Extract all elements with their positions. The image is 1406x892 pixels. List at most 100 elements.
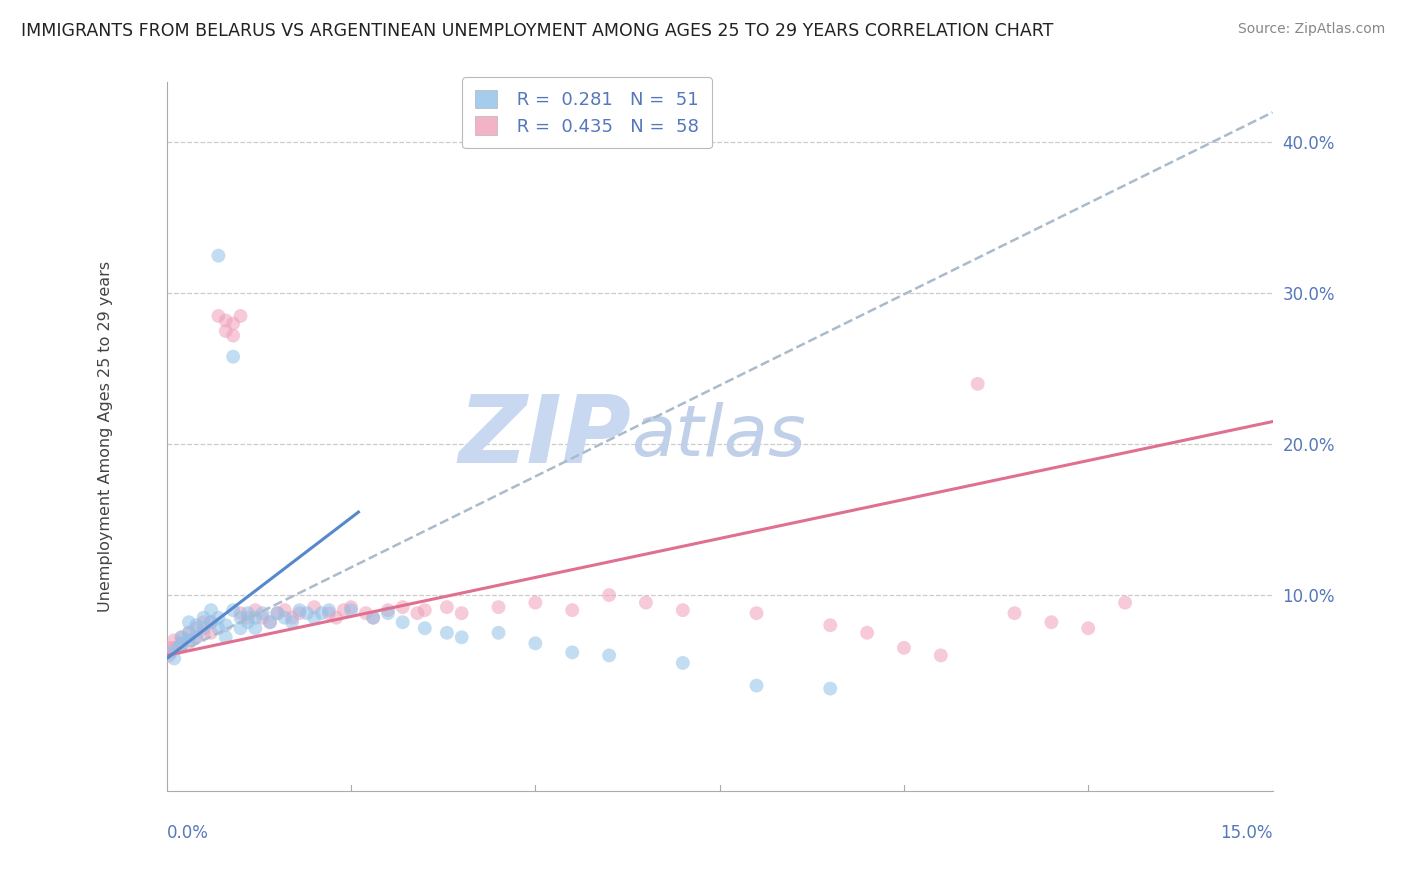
Point bbox=[245, 603, 267, 617]
Point bbox=[274, 610, 297, 624]
Point bbox=[215, 618, 238, 632]
Point bbox=[200, 603, 222, 617]
Point bbox=[229, 610, 252, 624]
Point bbox=[413, 603, 436, 617]
Point bbox=[207, 610, 229, 624]
Point bbox=[207, 621, 229, 635]
Point bbox=[561, 645, 583, 659]
Text: Unemployment Among Ages 25 to 29 years: Unemployment Among Ages 25 to 29 years bbox=[98, 261, 114, 612]
Point bbox=[745, 679, 768, 693]
Point bbox=[200, 615, 222, 630]
Point bbox=[361, 610, 384, 624]
Point bbox=[215, 324, 238, 338]
Point bbox=[281, 610, 304, 624]
Text: ZIP: ZIP bbox=[458, 391, 631, 483]
Point bbox=[893, 640, 915, 655]
Text: atlas: atlas bbox=[631, 402, 806, 471]
Point bbox=[302, 600, 325, 615]
Point bbox=[354, 606, 377, 620]
Point bbox=[229, 309, 252, 323]
Point bbox=[332, 603, 354, 617]
Point bbox=[222, 350, 245, 364]
Point bbox=[259, 615, 281, 630]
Point bbox=[170, 636, 193, 650]
Point bbox=[288, 606, 311, 620]
Point bbox=[186, 618, 208, 632]
Point bbox=[236, 610, 259, 624]
Text: IMMIGRANTS FROM BELARUS VS ARGENTINEAN UNEMPLOYMENT AMONG AGES 25 TO 29 YEARS CO: IMMIGRANTS FROM BELARUS VS ARGENTINEAN U… bbox=[21, 22, 1053, 40]
Point bbox=[288, 603, 311, 617]
Point bbox=[215, 630, 238, 644]
Text: 15.0%: 15.0% bbox=[1220, 824, 1272, 842]
Point bbox=[159, 645, 181, 659]
Point bbox=[177, 636, 200, 650]
Point bbox=[524, 596, 547, 610]
Point bbox=[266, 606, 288, 620]
Point bbox=[1040, 615, 1063, 630]
Point bbox=[391, 600, 413, 615]
Point bbox=[200, 615, 222, 630]
Point bbox=[236, 606, 259, 620]
Text: Source: ZipAtlas.com: Source: ZipAtlas.com bbox=[1237, 22, 1385, 37]
Point bbox=[1114, 596, 1136, 610]
Point bbox=[159, 640, 181, 655]
Point bbox=[229, 606, 252, 620]
Point bbox=[177, 615, 200, 630]
Point bbox=[177, 625, 200, 640]
Point bbox=[170, 630, 193, 644]
Point bbox=[295, 606, 318, 620]
Point bbox=[236, 615, 259, 630]
Point bbox=[524, 636, 547, 650]
Point bbox=[245, 610, 267, 624]
Point bbox=[252, 606, 274, 620]
Point bbox=[672, 656, 695, 670]
Point bbox=[598, 648, 620, 663]
Point bbox=[186, 630, 208, 644]
Point bbox=[252, 610, 274, 624]
Point bbox=[186, 621, 208, 635]
Point bbox=[966, 376, 988, 391]
Legend:  R =  0.281   N =  51,  R =  0.435   N =  58: R = 0.281 N = 51, R = 0.435 N = 58 bbox=[463, 77, 711, 148]
Point bbox=[318, 603, 340, 617]
Point bbox=[1077, 621, 1099, 635]
Point bbox=[406, 606, 429, 620]
Point bbox=[340, 603, 363, 617]
Point bbox=[488, 625, 510, 640]
Point bbox=[222, 328, 245, 343]
Point bbox=[311, 606, 333, 620]
Text: 0.0%: 0.0% bbox=[167, 824, 208, 842]
Point bbox=[361, 610, 384, 624]
Point bbox=[1004, 606, 1026, 620]
Point bbox=[207, 309, 229, 323]
Point bbox=[634, 596, 657, 610]
Point bbox=[207, 249, 229, 263]
Point bbox=[193, 625, 215, 640]
Point bbox=[413, 621, 436, 635]
Point bbox=[672, 603, 695, 617]
Point bbox=[170, 630, 193, 644]
Point bbox=[193, 610, 215, 624]
Point bbox=[302, 610, 325, 624]
Point bbox=[274, 603, 297, 617]
Point bbox=[163, 633, 186, 648]
Point bbox=[818, 618, 841, 632]
Point bbox=[436, 625, 458, 640]
Point bbox=[177, 625, 200, 640]
Point bbox=[193, 621, 215, 635]
Point bbox=[157, 648, 180, 663]
Point bbox=[177, 633, 200, 648]
Point bbox=[222, 603, 245, 617]
Point bbox=[377, 603, 399, 617]
Point bbox=[856, 625, 879, 640]
Point bbox=[222, 317, 245, 331]
Point bbox=[163, 640, 186, 655]
Point bbox=[450, 630, 472, 644]
Point bbox=[281, 615, 304, 630]
Point bbox=[186, 630, 208, 644]
Point bbox=[245, 621, 267, 635]
Point bbox=[229, 621, 252, 635]
Point bbox=[163, 651, 186, 665]
Point bbox=[745, 606, 768, 620]
Point bbox=[818, 681, 841, 696]
Point bbox=[391, 615, 413, 630]
